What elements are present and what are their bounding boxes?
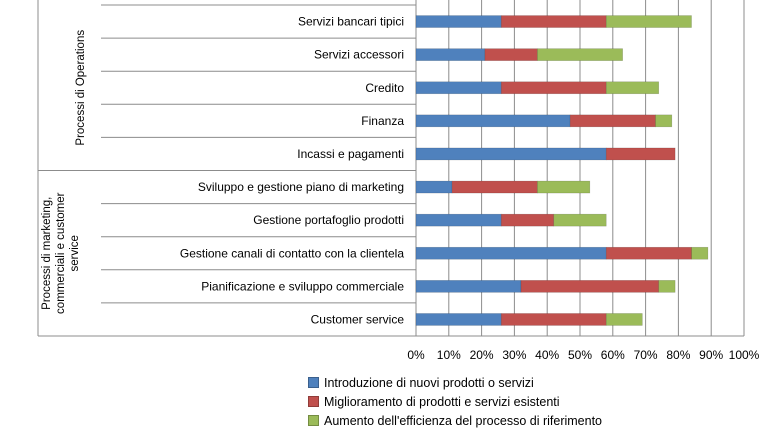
bar-segment — [415, 280, 522, 293]
x-tick-label: 60% — [601, 348, 625, 362]
bar-segment — [415, 313, 502, 326]
legend-label-miglioramento: Miglioramento di prodotti e servizi esis… — [324, 394, 560, 409]
bar-segment — [500, 81, 607, 95]
bar-segment — [537, 48, 623, 61]
bar-segment — [605, 81, 660, 95]
group-label-line: commerciali e customer — [55, 192, 67, 314]
x-tick-label: 100% — [729, 348, 760, 362]
category-label: Pianificazione e sviluppo commerciale — [201, 279, 404, 293]
legend-item-efficienza: Aumento dell'efficienza del processo di … — [308, 411, 602, 430]
x-tick-label: 30% — [502, 348, 526, 362]
bar-layer — [415, 15, 709, 326]
category-label: Customer service — [311, 312, 405, 326]
x-axis-ticks: 0% 10% 20% 30% 40% 50% 60% 70% 80% 90% 100% — [407, 348, 759, 362]
bar-segment — [500, 15, 607, 28]
bar-segment — [537, 180, 591, 194]
category-label: Sviluppo e gestione piano di marketing — [198, 180, 404, 194]
legend-label-efficienza: Aumento dell'efficienza del processo di … — [324, 413, 602, 428]
bar-segment — [451, 180, 538, 194]
bar-segment — [415, 48, 486, 61]
category-label: Gestione portafoglio prodotti — [253, 213, 404, 227]
category-label: Credito — [365, 81, 404, 95]
legend-swatch-miglioramento — [308, 396, 319, 407]
group-label-line: service — [69, 235, 81, 271]
bar-segment — [484, 48, 538, 61]
bar-segment — [415, 147, 607, 161]
legend: Introduzione di nuovi prodotti o servizi… — [308, 373, 602, 430]
bar-segment — [658, 280, 676, 293]
bar-segment — [415, 81, 502, 95]
bar-segment — [415, 180, 453, 194]
category-labels: Servizi bancari tipici Servizi accessori C… — [41, 15, 404, 327]
x-tick-label: 10% — [437, 348, 461, 362]
x-tick-label: 80% — [666, 348, 690, 362]
bar-segment — [655, 114, 673, 128]
legend-item-miglioramento: Miglioramento di prodotti e servizi esis… — [308, 392, 602, 411]
category-label: Servizi bancari tipici — [298, 15, 404, 29]
bar-segment — [415, 114, 571, 128]
bar-segment — [520, 280, 660, 293]
x-tick-label: 40% — [535, 348, 559, 362]
bar-segment — [553, 213, 607, 227]
group-label-operations: Processi di Operations — [75, 30, 87, 146]
bar-segment — [500, 213, 555, 227]
bar-segment — [415, 15, 502, 28]
bar-segment — [500, 313, 607, 326]
x-tick-label: 0% — [407, 348, 425, 362]
group-label-marketing: Processi di marketing, commerciali e cust… — [41, 192, 81, 314]
x-tick-label: 70% — [634, 348, 658, 362]
group-label-line: Processi di marketing, — [41, 197, 53, 310]
x-tick-label: 90% — [699, 348, 723, 362]
legend-swatch-introduzione — [308, 377, 319, 388]
legend-swatch-efficienza — [308, 415, 319, 426]
category-label: Servizi accessori — [314, 48, 404, 62]
x-tick-label: 20% — [470, 348, 494, 362]
bar-segment — [415, 213, 502, 227]
bar-segment — [605, 147, 676, 161]
bar-segment — [415, 246, 607, 260]
bar-segment — [605, 15, 692, 28]
x-tick-label: 50% — [568, 348, 592, 362]
category-label: Finanza — [361, 114, 404, 128]
bar-segment — [569, 114, 656, 128]
legend-item-introduzione: Introduzione di nuovi prodotti o servizi — [308, 373, 602, 392]
legend-label-introduzione: Introduzione di nuovi prodotti o servizi — [324, 375, 534, 390]
bar-segment — [605, 313, 643, 326]
category-label: Gestione canali di contatto con la clien… — [180, 246, 404, 260]
category-label: Incassi e pagamenti — [297, 147, 404, 161]
bar-segment — [691, 246, 709, 260]
bar-segment — [605, 246, 692, 260]
